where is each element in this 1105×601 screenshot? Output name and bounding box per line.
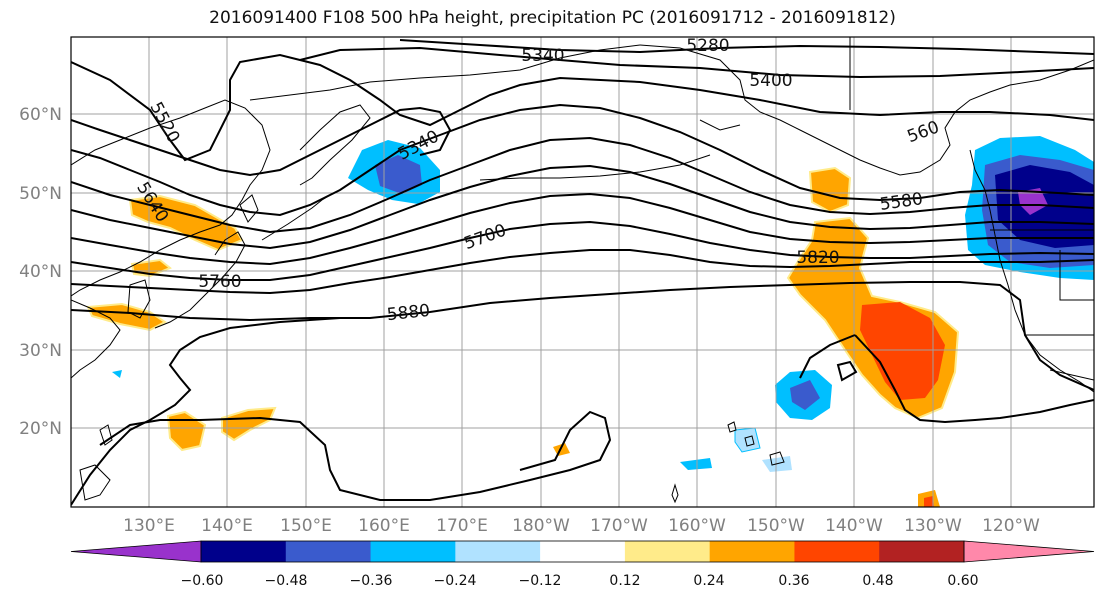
colorbar-segment	[879, 541, 965, 562]
contour-label: 5340	[521, 46, 564, 66]
lat-label: 40°N	[19, 262, 62, 282]
lon-label: 130°W	[904, 516, 962, 536]
contour-label: 5400	[749, 71, 792, 91]
colorbar-outline	[200, 540, 965, 563]
colorbar-tick-label: 0.36	[778, 573, 809, 589]
latitude-labels: 60°N 50°N 40°N 30°N 20°N	[19, 105, 62, 439]
colorbar-extend-high	[963, 540, 1095, 563]
colorbar-tick-labels: −0.60 −0.48 −0.36 −0.24 −0.12 0.12 0.24 …	[181, 573, 979, 589]
colorbar-segment	[285, 541, 372, 562]
colorbar-segment	[794, 541, 880, 562]
colorbar-tick-label: −0.12	[519, 573, 562, 589]
lon-label: 150°W	[747, 516, 805, 536]
colorbar	[70, 540, 1095, 563]
lon-label: 140°W	[825, 516, 883, 536]
lon-label: 130°E	[123, 516, 175, 536]
map-title: 2016091400 F108 500 hPa height, precipit…	[209, 8, 896, 28]
colorbar-segment	[370, 541, 456, 562]
graticule	[71, 37, 1094, 507]
lat-label: 50°N	[19, 184, 62, 204]
colorbar-tick-label: 0.12	[609, 573, 640, 589]
lon-label: 160°W	[668, 516, 726, 536]
lon-label: 160°E	[358, 516, 410, 536]
contour-label: 5820	[796, 248, 839, 268]
colorbar-segment	[709, 541, 795, 562]
contour-label: 5880	[386, 301, 431, 325]
colorbar-tick-label: −0.48	[265, 573, 308, 589]
lat-label: 60°N	[19, 105, 62, 125]
colorbar-tick-label: −0.36	[350, 573, 393, 589]
colorbar-segment	[624, 541, 711, 562]
colorbar-extend-low	[70, 540, 202, 563]
colorbar-tick-label: −0.24	[434, 573, 477, 589]
colorbar-segment	[455, 541, 541, 562]
colorbar-tick-label: −0.60	[181, 573, 224, 589]
colorbar-segment	[540, 541, 626, 562]
lon-label: 170°W	[590, 516, 648, 536]
lon-label: 150°E	[280, 516, 332, 536]
lon-label: 120°W	[982, 516, 1040, 536]
lon-label: 140°E	[201, 516, 253, 536]
lat-label: 20°N	[19, 419, 62, 439]
colorbar-tick-label: 0.60	[947, 573, 978, 589]
colorbar-segment	[201, 541, 287, 562]
colorbar-tick-label: 0.48	[862, 573, 893, 589]
lon-label: 170°E	[436, 516, 488, 536]
longitude-labels: 130°E 140°E 150°E 160°E 170°E 180°W 170°…	[123, 516, 1040, 536]
height-contours	[71, 39, 1094, 506]
colorbar-tick-label: 0.24	[693, 573, 724, 589]
contour-label: 5760	[198, 272, 241, 292]
map-frame	[70, 36, 1095, 508]
precip-positive-areas	[86, 166, 960, 507]
contour-label: 5280	[686, 36, 729, 56]
lat-label: 30°N	[19, 341, 62, 361]
lon-label: 180°W	[512, 516, 570, 536]
